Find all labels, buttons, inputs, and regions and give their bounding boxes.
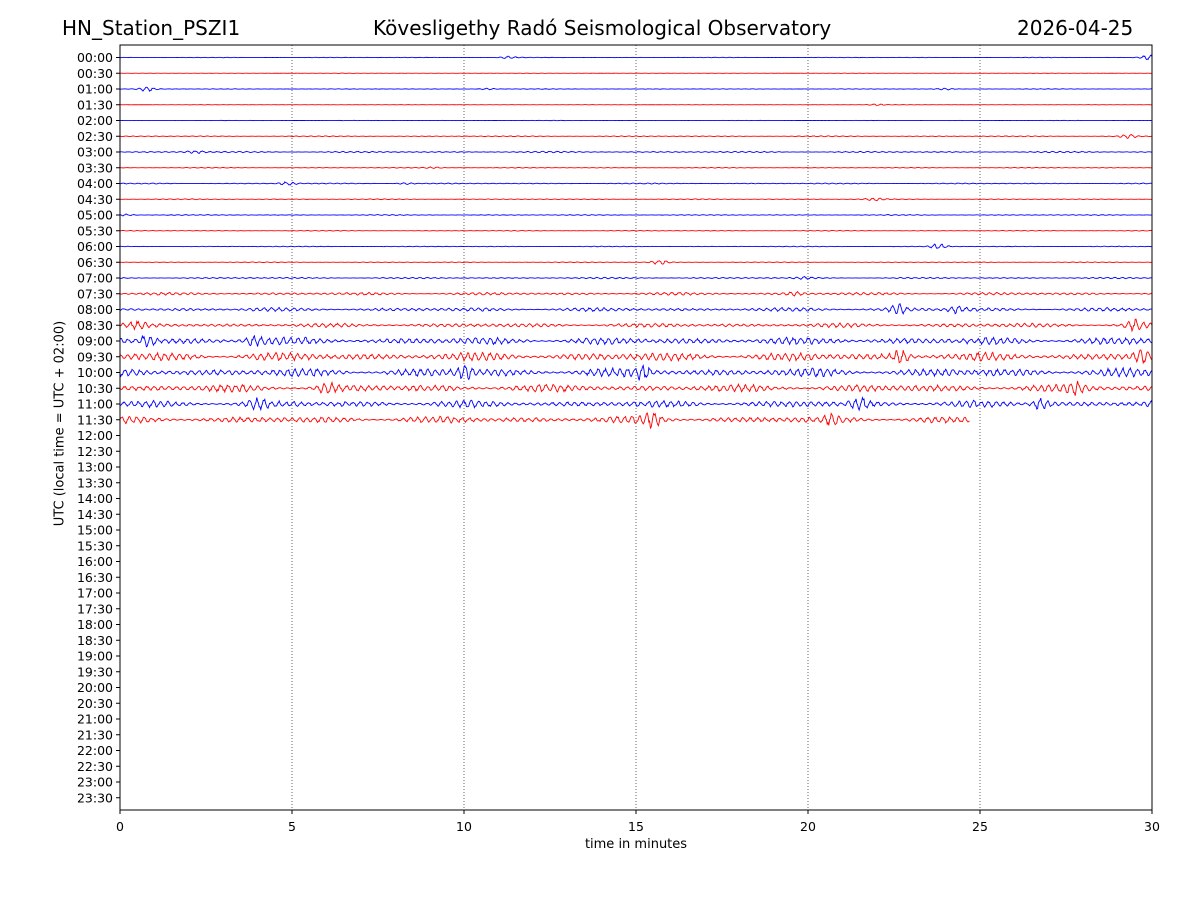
seismogram-trace [119, 181, 1153, 186]
station-name: HN_Station_PSZI1 [62, 16, 241, 40]
seismogram-trace [119, 150, 1153, 154]
x-tick-label: 5 [288, 819, 296, 834]
x-tick-label: 0 [116, 819, 124, 834]
y-tick-label: 05:00 [77, 208, 113, 223]
seismogram-trace [119, 290, 1153, 297]
y-tick-label: 18:00 [77, 617, 113, 632]
y-tick-label: 14:00 [77, 491, 113, 506]
y-tick-label: 01:00 [77, 82, 113, 97]
y-tick-label: 11:30 [77, 412, 113, 427]
y-tick-label: 21:00 [77, 712, 113, 727]
seismogram-trace [119, 103, 1153, 106]
y-tick-label: 07:00 [77, 271, 113, 286]
chart-title: Kövesligethy Radó Seismological Observat… [373, 16, 832, 40]
y-tick-label: 20:00 [77, 680, 113, 695]
x-tick-label: 25 [972, 819, 988, 834]
x-tick-label: 10 [456, 819, 472, 834]
y-tick-label: 09:30 [77, 349, 113, 364]
y-tick-label: 23:00 [77, 775, 113, 790]
y-tick-label: 02:00 [77, 113, 113, 128]
record-date: 2026-04-25 [1017, 16, 1134, 40]
y-tick-label: 03:30 [77, 160, 113, 175]
seismogram-trace [120, 54, 1153, 61]
grid-layer [291, 45, 981, 810]
y-tick-label: 15:00 [77, 523, 113, 538]
y-tick-label: 21:30 [77, 727, 113, 742]
y-tick-label: 16:30 [77, 570, 113, 585]
seismogram-trace [119, 213, 1153, 217]
y-tick-label: 04:30 [77, 192, 113, 207]
y-tick-label: 05:30 [77, 223, 113, 238]
seismogram-trace [119, 318, 1153, 333]
y-tick-label: 22:30 [77, 759, 113, 774]
y-tick-label: 13:00 [77, 460, 113, 475]
y-tick-label: 10:30 [77, 381, 113, 396]
y-tick-label: 08:30 [77, 318, 113, 333]
y-tick-label: 06:30 [77, 255, 113, 270]
y-tick-label: 06:00 [77, 239, 113, 254]
y-tick-label: 17:30 [77, 601, 113, 616]
y-tick-label: 19:30 [77, 664, 113, 679]
y-tick-label: 16:00 [77, 554, 113, 569]
axis-layer: 00:0000:3001:0001:3002:0002:3003:0003:30… [77, 44, 1160, 834]
y-tick-label: 18:30 [77, 633, 113, 648]
seismogram-trace [119, 303, 1153, 315]
seismogram-trace [119, 396, 1153, 412]
seismogram-trace [119, 166, 1153, 169]
seismogram-trace [119, 275, 1153, 280]
y-tick-label: 19:00 [77, 649, 113, 664]
seismogram-trace [119, 197, 1153, 202]
y-tick-label: 07:30 [77, 286, 113, 301]
y-tick-label: 10:00 [77, 365, 113, 380]
y-tick-label: 02:30 [77, 129, 113, 144]
seismogram-trace [119, 133, 1153, 139]
seismogram-trace [119, 380, 1153, 396]
y-tick-label: 11:00 [77, 397, 113, 412]
seismogram-trace [119, 334, 1153, 348]
y-tick-label: 01:30 [77, 97, 113, 112]
x-tick-label: 30 [1144, 819, 1160, 834]
y-tick-label: 13:30 [77, 475, 113, 490]
seismogram-trace [119, 229, 1153, 232]
x-axis-label: time in minutes [584, 837, 688, 852]
y-tick-label: 12:30 [77, 444, 113, 459]
seismogram-trace [119, 349, 1153, 365]
x-tick-label: 20 [800, 819, 816, 834]
trace-layer [119, 54, 1153, 430]
seismogram-trace [119, 260, 1153, 265]
y-tick-label: 17:00 [77, 586, 113, 601]
y-tick-label: 15:30 [77, 538, 113, 553]
seismogram-trace [119, 412, 970, 430]
y-tick-label: 09:00 [77, 334, 113, 349]
seismogram-trace [119, 363, 1153, 381]
y-tick-label: 03:00 [77, 145, 113, 160]
y-tick-label: 08:00 [77, 302, 113, 317]
x-tick-label: 15 [628, 819, 644, 834]
y-tick-label: 20:30 [77, 696, 113, 711]
seismogram-trace [119, 86, 1153, 93]
y-tick-label: 00:00 [77, 50, 113, 65]
y-tick-label: 14:30 [77, 507, 113, 522]
y-tick-label: 04:00 [77, 176, 113, 191]
y-tick-label: 12:00 [77, 428, 113, 443]
y-tick-label: 23:30 [77, 790, 113, 805]
y-tick-label: 22:00 [77, 743, 113, 758]
y-axis-label: UTC (local time = UTC + 02:00) [52, 320, 68, 527]
seismogram-trace [119, 243, 1153, 249]
y-tick-label: 00:30 [77, 66, 113, 81]
